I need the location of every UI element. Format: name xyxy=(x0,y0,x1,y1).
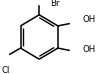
Text: OH: OH xyxy=(83,45,96,54)
Text: Br: Br xyxy=(50,0,60,8)
Text: Cl: Cl xyxy=(2,66,10,74)
Text: OH: OH xyxy=(83,15,96,24)
